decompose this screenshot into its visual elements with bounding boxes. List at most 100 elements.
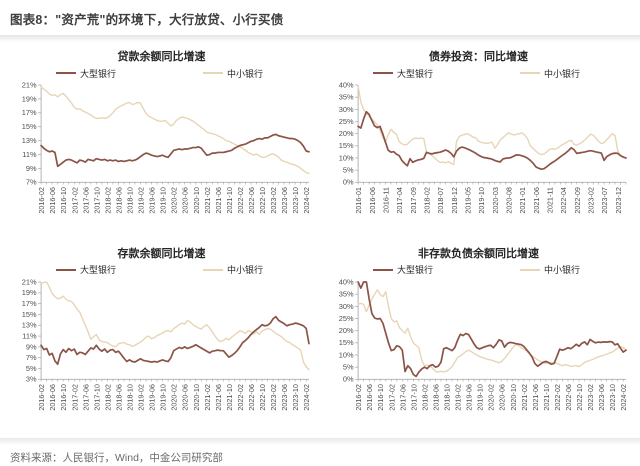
x-axis-ticks: 2016-01 2016-06 2016-11 2017-04 2017-09 2018-… <box>354 182 627 214</box>
svg-text:2023-06: 2023-06 <box>280 187 289 214</box>
legend-series-label: 大型银行 <box>80 265 117 276</box>
legend-item: 大型银行 <box>373 67 433 80</box>
svg-text:2019-06: 2019-06 <box>148 384 157 411</box>
svg-text:2022-10: 2022-10 <box>258 187 267 214</box>
svg-text:2020-02: 2020-02 <box>487 384 496 411</box>
svg-text:2019-10: 2019-10 <box>476 384 485 411</box>
chart-bond-investment-yoy: 债券投资：同比增速 大型银行 中小银行 0% 5% 10% 15% 20% 25% 30% 35… <box>325 44 632 241</box>
svg-text:10%: 10% <box>339 350 354 359</box>
svg-text:2022-06: 2022-06 <box>564 384 573 411</box>
axis-lines <box>40 281 309 380</box>
svg-text:2019-06: 2019-06 <box>148 187 157 214</box>
svg-text:2024-02: 2024-02 <box>302 384 311 411</box>
svg-text:13%: 13% <box>22 320 37 329</box>
source-text: 资料来源：人民银行，Wind，中金公司研究部 <box>10 452 223 465</box>
svg-text:2022-10: 2022-10 <box>258 384 267 411</box>
svg-text:2018-06: 2018-06 <box>114 384 123 411</box>
chart-canvas: 7% 9% 11% 13% 15% 17% 19% 21% 2016-02 2016-06 2016… <box>22 80 311 214</box>
svg-text:15%: 15% <box>339 338 354 347</box>
svg-text:2017-09: 2017-09 <box>409 187 418 214</box>
legend-series-label: 大型银行 <box>397 265 434 276</box>
svg-text:2023-02: 2023-02 <box>269 187 278 214</box>
svg-text:7%: 7% <box>26 178 37 187</box>
svg-text:2017-10: 2017-10 <box>92 384 101 411</box>
svg-text:30%: 30% <box>339 105 354 114</box>
chart-plot: 7% 9% 11% 13% 15% 17% 19% 21% 2016-02 2016-06 2016… <box>8 80 315 241</box>
svg-text:2021-06: 2021-06 <box>532 187 541 214</box>
svg-text:2021-02: 2021-02 <box>203 187 212 214</box>
svg-text:30%: 30% <box>339 301 354 310</box>
chart-plot: 3% 5% 7% 9% 11% 13% 15% 17% 19% 21% 2016-02 2016-06… <box>8 277 315 438</box>
svg-text:7%: 7% <box>26 353 37 362</box>
svg-text:2017-06: 2017-06 <box>398 384 407 411</box>
legend-line-sample <box>202 72 223 74</box>
svg-text:2020-10: 2020-10 <box>509 384 518 411</box>
legend-item: 中小银行 <box>202 67 263 80</box>
svg-text:35%: 35% <box>339 93 354 102</box>
svg-text:2022-06: 2022-06 <box>247 187 256 214</box>
svg-text:19%: 19% <box>22 94 37 103</box>
svg-text:2018-07: 2018-07 <box>436 187 445 214</box>
svg-text:2016-06: 2016-06 <box>365 384 374 411</box>
svg-text:2023-02: 2023-02 <box>586 187 595 214</box>
chart-legend: 大型银行 中小银行 <box>8 66 315 80</box>
svg-text:2017-06: 2017-06 <box>81 384 90 411</box>
chart-legend: 大型银行 中小银行 <box>8 263 315 277</box>
svg-text:2024-02: 2024-02 <box>619 384 628 411</box>
legend-line-sample <box>56 72 76 74</box>
svg-text:2018-10: 2018-10 <box>125 384 134 411</box>
legend-line-sample <box>373 268 393 271</box>
legend-series-label: 中小银行 <box>226 68 263 79</box>
chart-title: 非存款负债余额同比增速 <box>418 247 539 260</box>
svg-text:2023-10: 2023-10 <box>291 384 300 411</box>
svg-text:2021-10: 2021-10 <box>542 384 551 411</box>
legend-series-label: 中小银行 <box>543 265 580 276</box>
y-axis-ticks: 3% 5%7% 9% 11% 13% 15%17% 19% 21% <box>22 277 42 383</box>
svg-text:2018-02: 2018-02 <box>420 384 429 411</box>
svg-text:2020-02: 2020-02 <box>170 384 179 411</box>
svg-text:2016-02: 2016-02 <box>37 187 46 214</box>
svg-text:2021-06: 2021-06 <box>531 384 540 411</box>
svg-text:0%: 0% <box>343 374 354 383</box>
legend-series-label: 中小银行 <box>543 68 580 79</box>
svg-text:2019-02: 2019-02 <box>137 187 146 214</box>
svg-text:21%: 21% <box>22 277 37 286</box>
svg-text:10%: 10% <box>339 153 354 162</box>
legend-item: 中小银行 <box>202 263 263 276</box>
chart-legend: 大型银行 中小银行 <box>325 263 632 277</box>
svg-text:2017-02: 2017-02 <box>387 384 396 411</box>
svg-text:19%: 19% <box>22 288 37 297</box>
svg-text:2021-11: 2021-11 <box>545 187 554 213</box>
svg-text:40%: 40% <box>339 80 354 89</box>
svg-text:5%: 5% <box>343 166 354 175</box>
svg-text:2021-02: 2021-02 <box>203 384 212 411</box>
svg-text:2018-10: 2018-10 <box>442 384 451 411</box>
legend-line-sample <box>373 72 393 74</box>
series-line-0 <box>357 110 627 171</box>
svg-text:15%: 15% <box>22 122 37 131</box>
svg-text:2020-06: 2020-06 <box>181 384 190 411</box>
svg-text:20%: 20% <box>339 326 354 335</box>
svg-text:2020-10: 2020-10 <box>192 187 201 214</box>
svg-text:2022-09: 2022-09 <box>573 187 582 214</box>
figure-footer: 资料来源：人民银行，Wind，中金公司研究部 <box>0 445 640 466</box>
svg-text:2020-10: 2020-10 <box>192 384 201 411</box>
svg-text:2016-01: 2016-01 <box>354 187 363 214</box>
svg-text:2016-02: 2016-02 <box>37 384 46 411</box>
figure-header: 图表8："资产荒"的环境下，大行放贷、小行买债 <box>0 0 640 32</box>
footer-shadow-divider <box>0 438 640 446</box>
svg-text:40%: 40% <box>339 277 354 286</box>
series-line-0 <box>40 133 310 168</box>
svg-text:5%: 5% <box>26 363 37 372</box>
legend-item: 中小银行 <box>519 263 580 276</box>
legend-line-sample <box>202 268 223 271</box>
svg-text:11%: 11% <box>22 331 37 340</box>
axis-lines <box>357 281 626 380</box>
legend-item: 大型银行 <box>56 67 116 80</box>
svg-text:17%: 17% <box>22 299 37 308</box>
svg-text:25%: 25% <box>339 117 354 126</box>
legend-line-sample <box>519 268 540 271</box>
chart-title: 债券投资：同比增速 <box>429 51 528 63</box>
svg-text:2023-10: 2023-10 <box>608 384 617 411</box>
